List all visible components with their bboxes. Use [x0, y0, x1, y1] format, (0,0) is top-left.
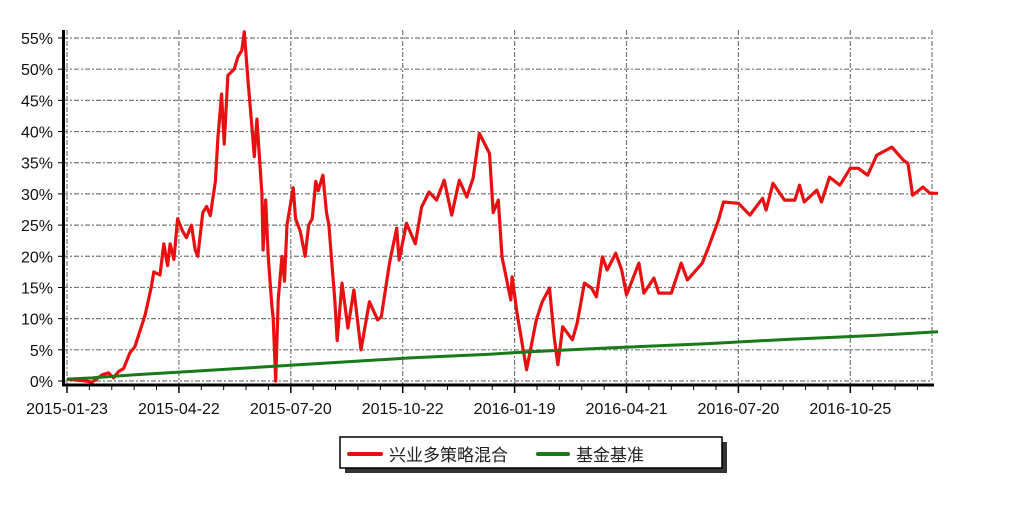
- x-tick-label: 2015-07-20: [250, 401, 332, 418]
- x-tick-label: 2016-07-20: [697, 401, 779, 418]
- x-tick-label: 2016-10-25: [809, 401, 891, 418]
- y-tick-label: 25%: [21, 218, 53, 235]
- grid: [63, 30, 933, 385]
- x-tick-label: 2016-04-21: [586, 401, 668, 418]
- y-axis-ticks: 0% 5% 10% 15% 20% 25% 30% 35% 40% 45% 50% 55%: [21, 31, 63, 391]
- y-tick-label: 20%: [21, 249, 53, 266]
- y-tick-label: 15%: [21, 280, 53, 297]
- y-tick-label: 10%: [21, 312, 53, 329]
- y-tick-label: 5%: [30, 343, 53, 360]
- x-tick-label: 2016-01-19: [474, 401, 556, 418]
- y-tick-label: 30%: [21, 187, 53, 204]
- x-tick-label: 2015-04-22: [138, 401, 220, 418]
- y-tick-label: 0%: [30, 374, 53, 391]
- series-line-fund: [66, 30, 938, 384]
- y-tick-label: 55%: [21, 31, 53, 48]
- y-tick-label: 35%: [21, 156, 53, 173]
- x-tick-label: 2015-10-22: [362, 401, 444, 418]
- legend: 兴业多策略混合 基金基准: [339, 436, 727, 473]
- y-tick-label: 45%: [21, 93, 53, 110]
- x-tick-label: 2015-01-23: [26, 401, 108, 418]
- legend-label-fund: 兴业多策略混合: [389, 446, 508, 465]
- x-axis-ticks: 2015-01-23 2015-04-22 2015-07-20 2015-10-22…: [26, 385, 918, 418]
- series-lines: [66, 30, 939, 384]
- legend-label-benchmark: 基金基准: [576, 446, 644, 465]
- y-tick-label: 40%: [21, 125, 53, 142]
- series-line-benchmark: [66, 330, 939, 381]
- y-tick-label: 50%: [21, 62, 53, 79]
